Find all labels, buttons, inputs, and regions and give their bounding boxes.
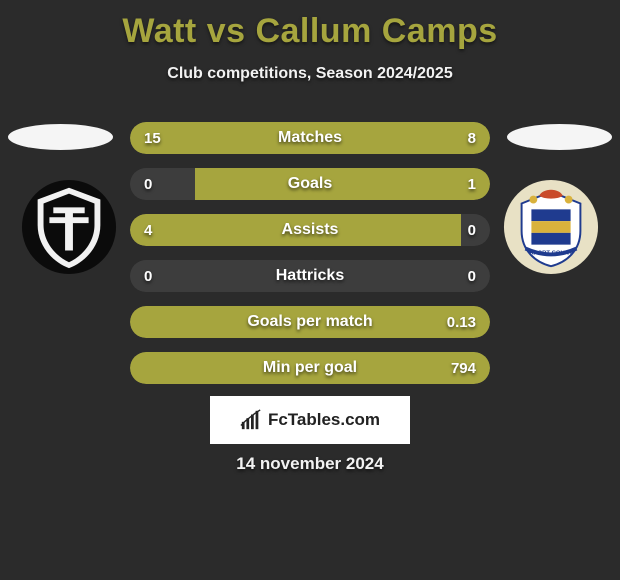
- shield-icon: [20, 178, 118, 276]
- bar-value-left: 0: [144, 260, 152, 292]
- page-title: Watt vs Callum Camps: [0, 0, 620, 51]
- bar-value-right: 794: [451, 352, 476, 384]
- branding-text: FcTables.com: [268, 410, 380, 430]
- bar-value-right: 1: [468, 168, 476, 200]
- branding-badge: FcTables.com: [210, 396, 410, 444]
- bar-value-left: 0: [144, 168, 152, 200]
- crest-icon: KPORT COUNT: [502, 178, 600, 276]
- chart-icon: [240, 409, 262, 431]
- stat-row: Matches15 8: [130, 122, 490, 154]
- club-crest-right: KPORT COUNT: [502, 178, 600, 276]
- bar-value-right: 0: [468, 260, 476, 292]
- stat-row: Goals per match0.13: [130, 306, 490, 338]
- svg-text:KPORT COUNT: KPORT COUNT: [529, 250, 572, 256]
- bar-value-left: 4: [144, 214, 152, 246]
- stat-row: Goals0 1: [130, 168, 490, 200]
- page-subtitle: Club competitions, Season 2024/2025: [0, 65, 620, 83]
- stat-row: Hattricks0 0: [130, 260, 490, 292]
- bar-label: Hattricks: [130, 260, 490, 292]
- bar-label: Matches: [130, 122, 490, 154]
- comparison-bars: Matches158Goals01Assists40Hattricks00Goa…: [130, 122, 490, 398]
- stat-row: Min per goal794: [130, 352, 490, 384]
- bar-label: Assists: [130, 214, 490, 246]
- bar-label: Min per goal: [130, 352, 490, 384]
- bar-value-left: 15: [144, 122, 161, 154]
- stat-row: Assists4 0: [130, 214, 490, 246]
- club-crest-left: [20, 178, 118, 276]
- bar-value-right: 8: [468, 122, 476, 154]
- date-text: 14 november 2024: [0, 454, 620, 474]
- bar-value-right: 0: [468, 214, 476, 246]
- player-ellipse-right: [507, 124, 612, 150]
- player-ellipse-left: [8, 124, 113, 150]
- bar-value-right: 0.13: [447, 306, 476, 338]
- bar-label: Goals per match: [130, 306, 490, 338]
- bar-label: Goals: [130, 168, 490, 200]
